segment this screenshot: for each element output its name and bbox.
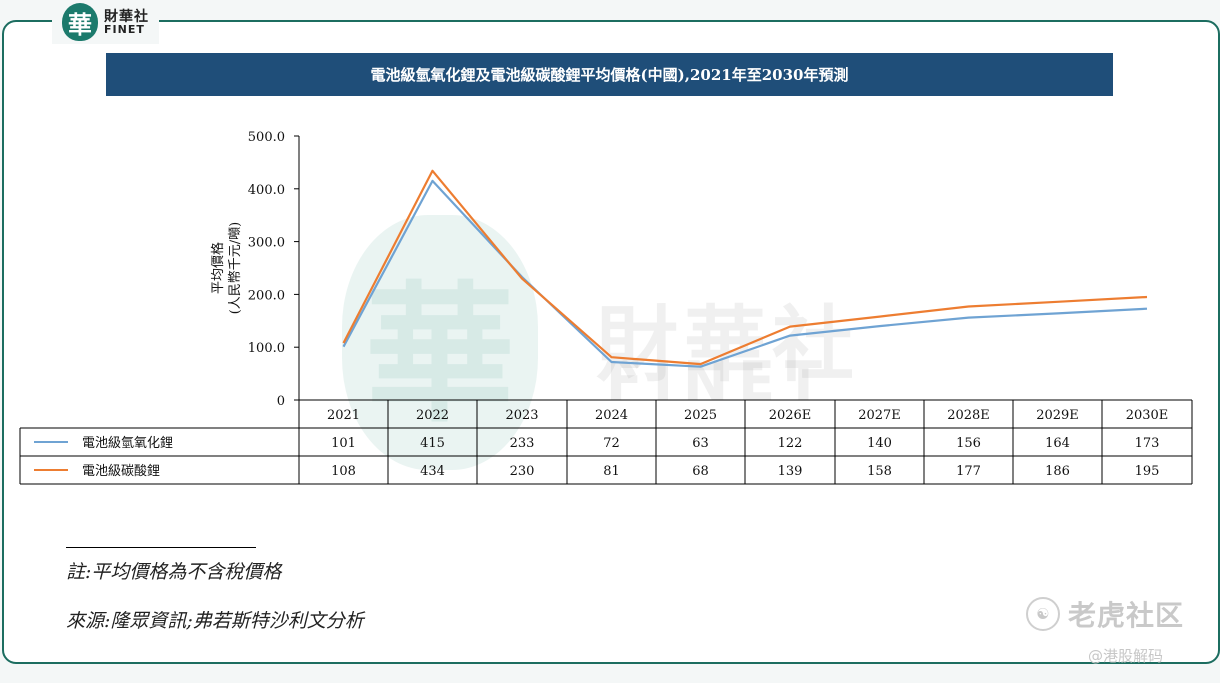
watermark-center-cn: 財華社 (596, 298, 861, 393)
data-label: 72 (603, 436, 620, 451)
y-tick-label: 400.0 (248, 183, 285, 198)
x-tick-label: 2023 (505, 408, 538, 423)
series-line-0 (342, 179, 1148, 368)
data-label: 230 (510, 464, 535, 479)
x-tick-label: 2030E (1126, 408, 1169, 423)
data-label: 139 (778, 464, 803, 479)
y-tick-label: 300.0 (248, 236, 285, 251)
footnote: 註:平均價格為不含稅價格 (66, 561, 282, 583)
x-tick-label: 2024 (595, 408, 628, 423)
data-label: 186 (1045, 464, 1070, 479)
series-line-1 (342, 169, 1148, 366)
note-divider (66, 547, 256, 548)
y-axis-label: (人民幣千元/噸) (228, 222, 243, 315)
y-tick-label: 500.0 (248, 130, 285, 145)
data-label: 173 (1135, 436, 1160, 451)
data-label: 101 (331, 436, 356, 451)
y-axis-label: 平均價格 (210, 242, 226, 294)
data-label: 140 (867, 436, 892, 451)
data-label: 63 (692, 436, 709, 451)
y-tick-label: 200.0 (248, 288, 285, 303)
data-label: 156 (956, 436, 981, 451)
data-label: 415 (420, 436, 445, 451)
data-label: 158 (867, 464, 892, 479)
data-label: 164 (1045, 436, 1070, 451)
x-tick-label: 2021 (327, 408, 360, 423)
source-note: 來源:隆眾資訊;弗若斯特沙利文分析 (66, 610, 364, 632)
watermark-brand-right-text: 老虎社区 (1068, 599, 1185, 632)
y-tick-label: 100.0 (248, 341, 285, 356)
x-tick-label: 2026E (769, 408, 812, 423)
tiger-icon: ☯ (1026, 597, 1060, 631)
chart-title: 電池級氫氧化鋰及電池級碳酸鋰平均價格(中國),2021年至2030年預測 (106, 53, 1113, 96)
brand-seal-icon: 華 (62, 3, 98, 41)
legend-label-1: 電池級碳酸鋰 (82, 464, 160, 479)
page-frame (2, 20, 1220, 664)
data-label: 233 (510, 436, 535, 451)
x-tick-label: 2028E (947, 408, 990, 423)
data-label: 122 (778, 436, 803, 451)
brand-name: 財華社 FINET (104, 10, 149, 35)
data-label: 68 (692, 464, 709, 479)
x-tick-label: 2029E (1036, 408, 1079, 423)
x-tick-label: 2027E (858, 408, 901, 423)
data-label: 195 (1135, 464, 1160, 479)
brand-name-cn: 財華社 (104, 8, 149, 25)
legend-label-0: 電池級氫氧化鋰 (82, 436, 173, 451)
watermark-handle: @港股解码 (1088, 647, 1164, 665)
data-label: 108 (331, 464, 356, 479)
y-tick-label: 0 (277, 394, 285, 409)
brand-logo: 華 財華社 FINET (52, 0, 159, 44)
data-label: 434 (420, 464, 445, 479)
data-label: 81 (603, 464, 620, 479)
watermark-brand-right: ☯ 老虎社区 (1026, 594, 1184, 634)
x-tick-label: 2022 (416, 408, 449, 423)
brand-name-en: FINET (104, 22, 145, 36)
data-label: 177 (956, 464, 981, 479)
x-tick-label: 2025 (684, 408, 717, 423)
